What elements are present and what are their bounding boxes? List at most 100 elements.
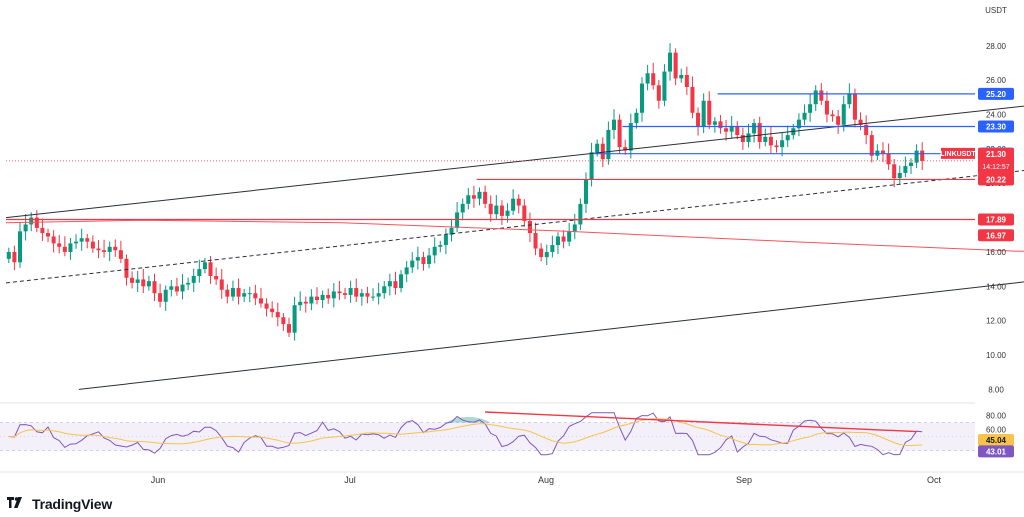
candles-group (6, 43, 925, 341)
candle (174, 286, 179, 292)
candle (740, 135, 745, 142)
candle (180, 284, 185, 292)
level-badge-label: 16.97 (986, 231, 1007, 240)
rsi-ma-badge (978, 433, 1014, 446)
countdown-label: 14:12:57 (982, 164, 1009, 171)
candle (701, 100, 706, 127)
candle (892, 164, 897, 179)
candle (410, 260, 415, 268)
candle (746, 133, 751, 142)
candle (169, 286, 174, 290)
candle (130, 277, 135, 283)
price-tick-label: 8.00 (988, 385, 1004, 394)
candle (17, 231, 23, 263)
rsi-ma-label: 45.04 (986, 436, 1007, 445)
channel-lower-line (78, 281, 1024, 390)
candle (230, 288, 235, 297)
candle (74, 241, 79, 244)
candle (785, 135, 790, 141)
candle (208, 262, 213, 277)
candle (186, 282, 191, 285)
candle (158, 293, 163, 302)
candle (561, 236, 566, 242)
candle (729, 126, 734, 132)
candle (6, 251, 11, 259)
candle (802, 112, 807, 120)
tradingview-logo-icon (7, 497, 22, 508)
candle (62, 246, 67, 252)
candle (253, 293, 258, 299)
rsi-ma-line (8, 418, 923, 447)
price-tick-label: 24.00 (986, 111, 1007, 120)
candle (583, 179, 588, 204)
candle (118, 250, 123, 259)
candle (819, 90, 824, 101)
candle (466, 195, 471, 204)
time-tick-label: Oct (927, 475, 942, 485)
candle (107, 246, 112, 252)
time-tick-label: Jun (151, 475, 166, 485)
candle (696, 112, 701, 127)
candle (483, 191, 488, 204)
candle (488, 203, 493, 215)
candle (651, 73, 656, 86)
candle (449, 227, 454, 235)
candle (780, 140, 785, 148)
candle (331, 291, 336, 299)
candle (886, 154, 891, 165)
candle (908, 162, 914, 167)
candle (113, 246, 118, 251)
candle (656, 85, 661, 101)
price-tick-label: 10.00 (986, 351, 1007, 360)
candle (796, 119, 801, 129)
price-tick-label: 28.00 (986, 42, 1007, 51)
axis-group: USDT28.0026.0024.0022.0020.0018.0016.001… (151, 6, 1014, 485)
candle (903, 166, 908, 173)
channel-upper-line (5, 105, 1024, 219)
candle (191, 276, 196, 283)
candle (499, 205, 504, 216)
candle (68, 243, 73, 252)
candle (102, 250, 107, 252)
candle (387, 281, 392, 287)
candle (40, 227, 45, 234)
candle (225, 289, 230, 297)
candle (578, 203, 583, 225)
level-badge-label: 25.20 (986, 90, 1007, 99)
candle (735, 126, 740, 136)
candle (57, 243, 62, 247)
candle (544, 251, 549, 258)
level-badge (978, 229, 1014, 242)
price-tick-label: 12.00 (986, 317, 1007, 326)
currency-label: USDT (985, 6, 1007, 15)
candle (135, 279, 140, 283)
candle (298, 301, 303, 306)
candle (606, 129, 611, 160)
candle (516, 198, 521, 206)
candle (326, 294, 331, 299)
candle (511, 198, 516, 211)
symbol-badge (941, 147, 975, 159)
candle (752, 123, 757, 134)
candle (757, 123, 762, 142)
candle (595, 143, 600, 153)
moving-average-line (5, 219, 1024, 252)
candle (427, 255, 432, 264)
candle (438, 245, 443, 247)
candle (303, 301, 308, 304)
overlays-group (5, 93, 1024, 390)
candle (505, 210, 510, 216)
candle (718, 121, 723, 129)
candle (600, 143, 605, 160)
candle (880, 150, 885, 155)
level-badge (978, 213, 1014, 226)
level-badge-label: 20.22 (986, 175, 1007, 184)
candle (354, 288, 359, 297)
candle (29, 217, 34, 225)
candle (611, 119, 617, 130)
candle (236, 288, 241, 297)
candle (707, 100, 712, 125)
candle (920, 150, 925, 161)
time-tick-label: Jul (344, 475, 356, 485)
